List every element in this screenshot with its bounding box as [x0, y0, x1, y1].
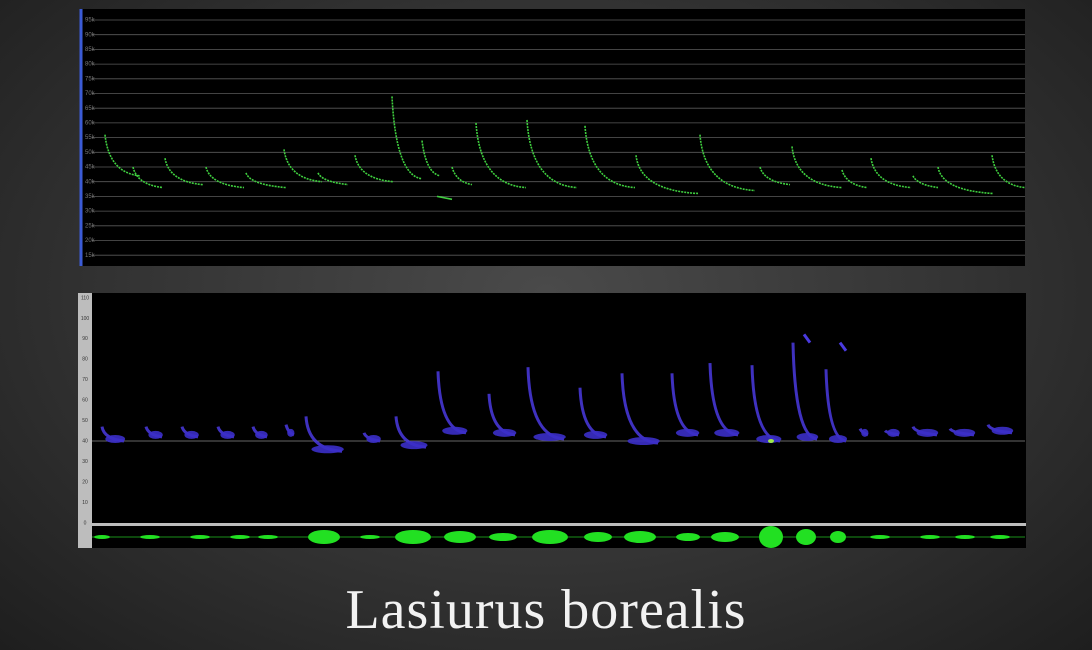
amplitude-envelope [830, 531, 846, 543]
y-tick-label: 10 [82, 500, 88, 506]
amplitude-envelope [990, 535, 1010, 539]
y-tick-label: 90k [85, 32, 96, 38]
y-tick-label: 50 [82, 418, 88, 424]
y-tick-label: 0 [84, 520, 87, 526]
y-tick-label: 50k [85, 150, 96, 156]
call-body [287, 429, 294, 437]
call-body [714, 429, 739, 437]
amplitude-envelope [920, 535, 940, 539]
amplitude-envelope [759, 526, 783, 548]
call-body [954, 429, 976, 437]
call-body [887, 429, 900, 437]
y-tick-label: 40 [82, 438, 88, 444]
amplitude-envelope [230, 535, 250, 539]
amplitude-envelope [624, 531, 656, 543]
y-tick-label: 85k [85, 47, 96, 53]
call-body [184, 431, 198, 439]
y-tick-label: 70 [82, 377, 88, 383]
amplitude-envelope [870, 535, 890, 539]
amplitude-envelope [711, 532, 739, 542]
spectrogram-panel [78, 293, 1026, 548]
call-body [797, 433, 819, 441]
y-tick-label: 70k [85, 91, 96, 97]
call-body [401, 441, 428, 449]
panels: 95k 90k 85k 80k 75k 70k 65k 60k 55k 50k 45k 40k 35k 3… [0, 0, 1092, 650]
call-body [533, 433, 565, 441]
call-body [676, 429, 699, 437]
call-body [861, 429, 868, 437]
y-tick-label: 30k [85, 209, 96, 215]
y-tick-label: 40k [85, 179, 96, 185]
y-tick-label: 30 [82, 459, 88, 465]
slide-title: Lasiurus borealis [0, 578, 1092, 642]
call-body [829, 435, 847, 443]
call-body [627, 437, 659, 445]
y-tick-label: 110 [81, 295, 89, 301]
amplitude-envelope [190, 535, 210, 539]
y-tick-label: 20k [85, 238, 96, 244]
call-body [366, 435, 380, 443]
y-tick-label: 55k [85, 135, 96, 141]
y-tick-label: 60 [82, 398, 88, 404]
hotspot [768, 439, 774, 443]
y-tick-label: 45k [85, 165, 96, 171]
y-tick-label: 35k [85, 194, 96, 200]
y-tick-label: 60k [85, 120, 96, 126]
call-body [917, 429, 939, 437]
call-body [148, 431, 162, 439]
y-tick-label: 90 [82, 336, 88, 342]
y-tick-label: 25k [85, 223, 96, 229]
amplitude-envelope [489, 533, 517, 541]
y-tick-label: 65k [85, 106, 96, 112]
slide: 95k 90k 85k 80k 75k 70k 65k 60k 55k 50k 45k 40k 35k 3… [0, 0, 1092, 650]
amplitude-envelope [955, 535, 975, 539]
y-tick-label: 95k [85, 18, 96, 24]
amplitude-envelope [94, 535, 110, 539]
amplitude-envelope [258, 535, 278, 539]
y-tick-label: 80 [82, 357, 88, 363]
call-body [584, 431, 607, 439]
call-body [255, 431, 268, 439]
call-body [493, 429, 516, 437]
y-tick-label: 80k [85, 62, 96, 68]
y-tick-label: 100 [81, 316, 90, 322]
amplitude-envelope [140, 535, 160, 539]
divider [92, 523, 1026, 526]
y-tick-label: 15k [85, 253, 96, 259]
amplitude-envelope [796, 529, 816, 545]
y-tick-label: 75k [85, 76, 96, 82]
amplitude-envelope [532, 530, 568, 544]
call-body [311, 445, 343, 453]
amplitude-envelope [395, 530, 431, 544]
call-body [442, 427, 467, 435]
amplitude-envelope [584, 532, 612, 542]
call-body [992, 427, 1014, 435]
call-body [220, 431, 234, 439]
y-tick-label: 20 [82, 479, 88, 485]
amplitude-envelope [676, 533, 700, 541]
amplitude-envelope [308, 530, 340, 544]
amplitude-envelope [360, 535, 380, 539]
amplitude-envelope [444, 531, 476, 543]
call-body [105, 435, 125, 443]
